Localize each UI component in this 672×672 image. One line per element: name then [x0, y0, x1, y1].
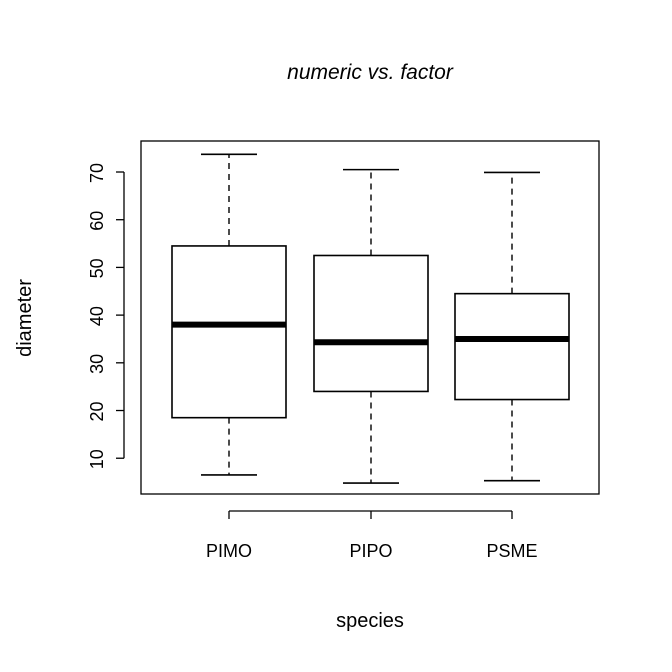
- plot-frame: [140, 140, 600, 495]
- y-tick-label: 10: [87, 449, 107, 469]
- x-tick-label: PSME: [486, 541, 537, 561]
- x-tick-label: PIPO: [349, 541, 392, 561]
- y-axis-title: diameter: [14, 279, 36, 357]
- x-axis: PIMO PIPO PSME: [206, 510, 538, 561]
- y-axis: 10 20 30 40 50 60 70: [87, 163, 125, 469]
- box-pipo: [313, 168, 429, 484]
- x-tick-label: PIMO: [206, 541, 252, 561]
- iqr-box: [313, 254, 429, 393]
- box-pimo: [171, 153, 287, 476]
- y-tick-label: 40: [87, 306, 107, 326]
- y-tick-label: 50: [87, 258, 107, 278]
- y-tick-label: 20: [87, 402, 107, 422]
- iqr-box: [171, 245, 287, 419]
- iqr-box: [454, 292, 570, 401]
- x-axis-title: species: [336, 610, 404, 632]
- y-tick-label: 70: [87, 163, 107, 183]
- chart-title: numeric vs. factor: [287, 61, 454, 84]
- boxes-group: [171, 153, 570, 484]
- box-psme: [454, 171, 570, 482]
- y-tick-label: 60: [87, 211, 107, 231]
- y-tick-label: 30: [87, 354, 107, 374]
